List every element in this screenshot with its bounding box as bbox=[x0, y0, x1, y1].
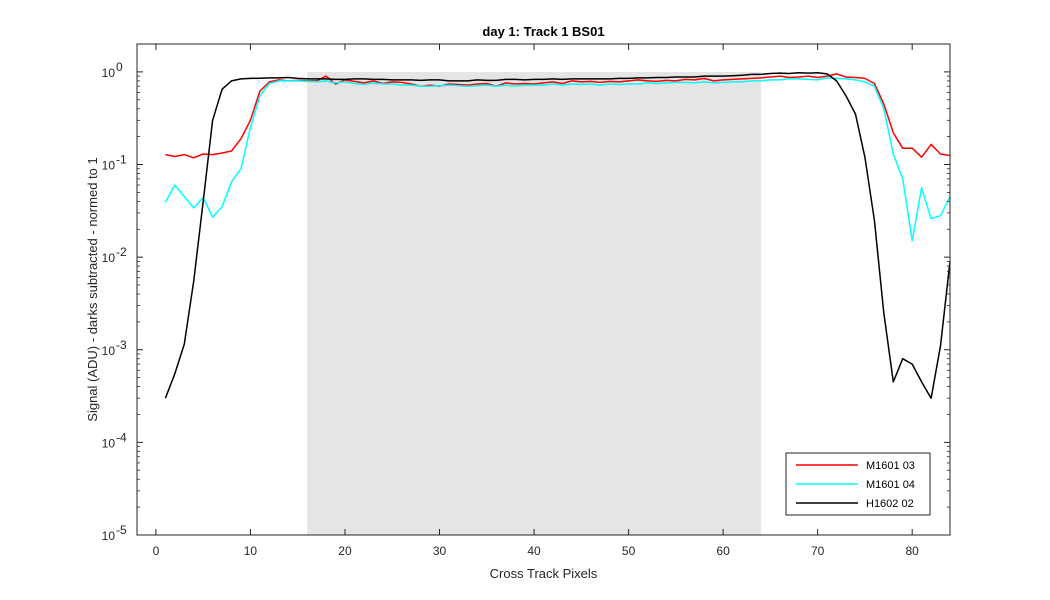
y-tick-exponent: -5 bbox=[116, 523, 127, 537]
y-tick-label: 10 bbox=[102, 251, 116, 265]
x-tick-label: 40 bbox=[527, 544, 541, 558]
series-layer bbox=[164, 71, 951, 399]
legend-entry: M1601 04 bbox=[866, 479, 915, 491]
x-tick-label: 60 bbox=[716, 544, 730, 558]
series-line-3 bbox=[164, 71, 951, 399]
x-tick-label: 10 bbox=[244, 544, 258, 558]
y-tick-label: 10 bbox=[102, 344, 116, 358]
x-tick-label: 80 bbox=[906, 544, 920, 558]
y-tick-label: 10 bbox=[102, 529, 116, 543]
x-tick-label: 20 bbox=[338, 544, 352, 558]
series-line-2 bbox=[164, 77, 951, 242]
legend-entry: M1601 03 bbox=[866, 460, 915, 472]
y-tick-exponent: -2 bbox=[116, 245, 127, 259]
chart-title: day 1: Track 1 BS01 bbox=[482, 24, 604, 39]
y-tick-exponent: -1 bbox=[116, 153, 127, 167]
legend-entry: H1602 02 bbox=[866, 498, 914, 510]
x-axis-label: Cross Track Pixels bbox=[490, 566, 598, 581]
y-tick-exponent: 0 bbox=[116, 60, 123, 74]
y-tick-label: 10 bbox=[102, 66, 116, 80]
x-tick-label: 50 bbox=[622, 544, 636, 558]
y-tick-exponent: -4 bbox=[116, 430, 127, 444]
legend: M1601 03 M1601 04 H1602 02 bbox=[785, 452, 931, 516]
x-tick-label: 0 bbox=[153, 544, 160, 558]
y-tick-exponent: -3 bbox=[116, 338, 127, 352]
axes-box bbox=[136, 43, 951, 536]
x-tick-label: 30 bbox=[433, 544, 447, 558]
y-tick-label: 10 bbox=[102, 159, 116, 173]
x-tick-label: 70 bbox=[811, 544, 825, 558]
y-tick-label: 10 bbox=[102, 436, 116, 450]
shaded-region bbox=[307, 71, 761, 536]
y-axis-label: Signal (ADU) - darks subtracted - normed… bbox=[85, 157, 100, 421]
